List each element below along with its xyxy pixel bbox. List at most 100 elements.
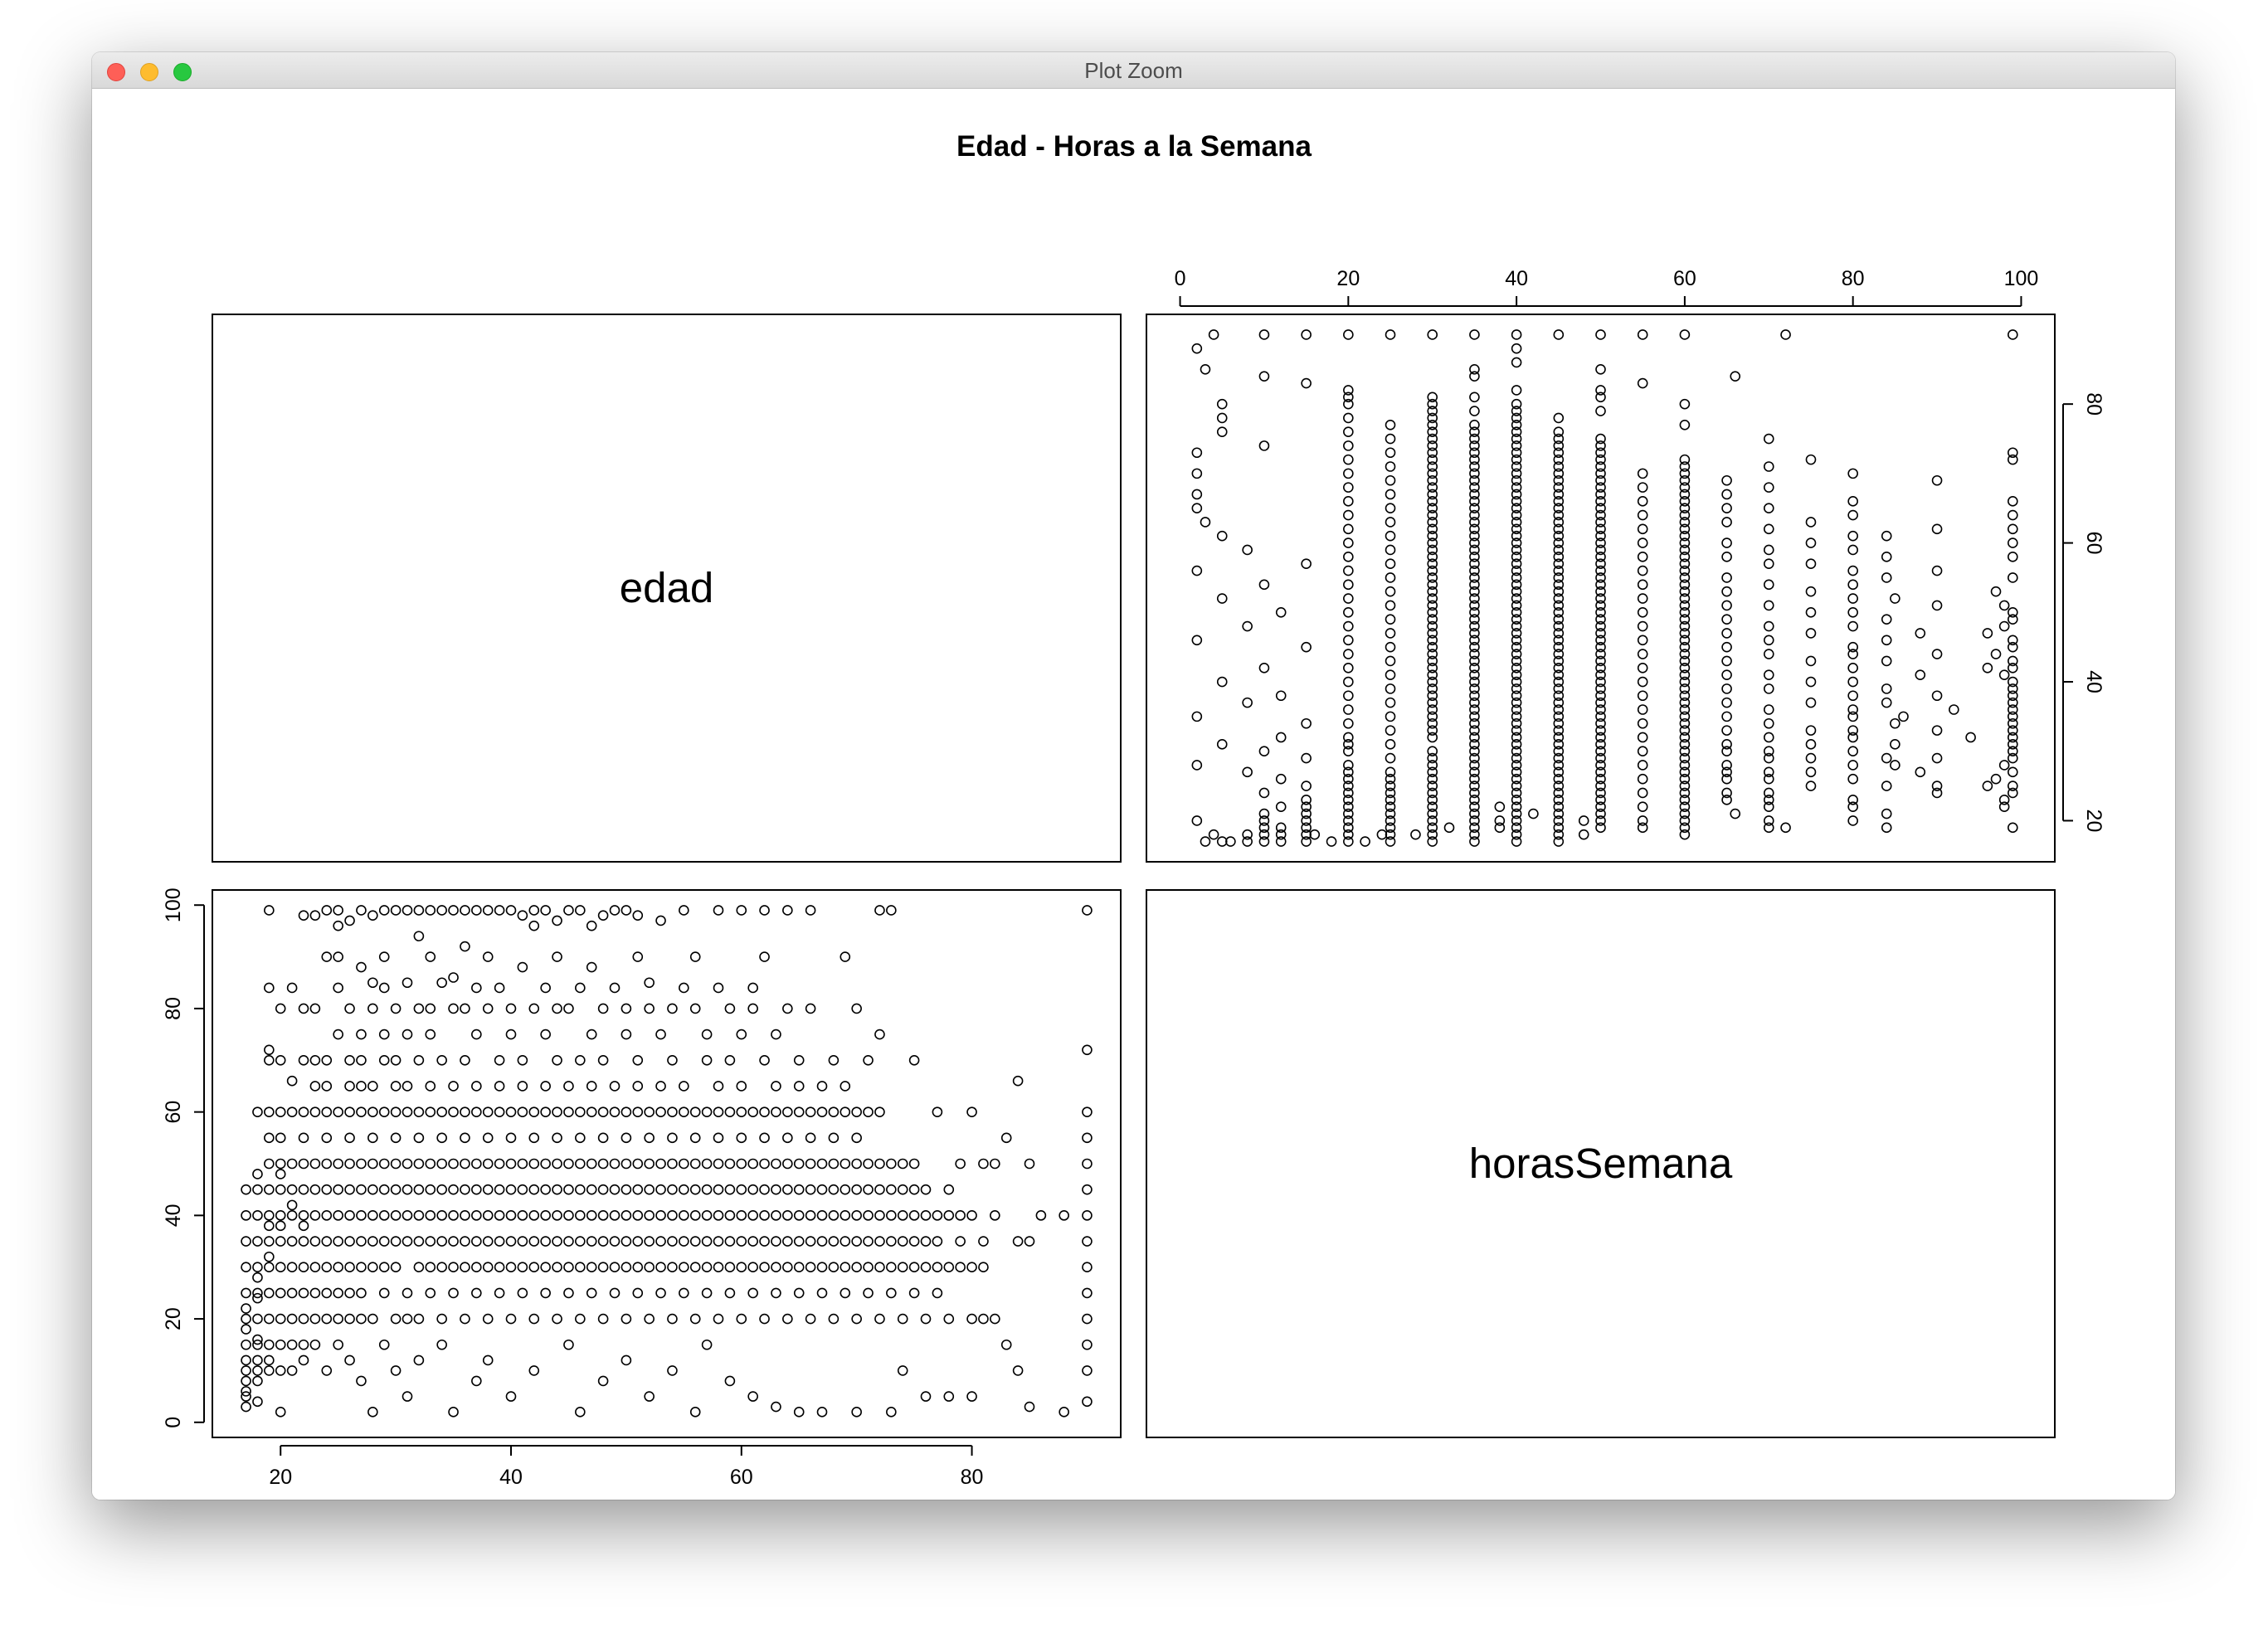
data-point	[609, 982, 621, 994]
data-point	[724, 1184, 736, 1195]
data-point	[724, 1210, 736, 1221]
data-point	[667, 1262, 678, 1273]
data-point	[517, 1081, 528, 1092]
data-point	[1469, 364, 1480, 375]
data-point	[644, 977, 655, 989]
data-point	[1343, 739, 1354, 750]
data-point	[1511, 426, 1522, 437]
data-point	[1881, 781, 1892, 791]
data-point	[1427, 565, 1438, 576]
data-point	[1637, 509, 1648, 521]
zoom-window-button[interactable]	[173, 63, 192, 81]
data-point	[298, 1158, 309, 1170]
data-point	[1427, 614, 1438, 625]
data-point	[333, 1158, 343, 1170]
data-point	[1990, 586, 2002, 597]
data-point	[1553, 641, 1565, 653]
data-point	[1326, 836, 1337, 847]
data-point	[333, 1287, 343, 1299]
data-point	[1595, 801, 1606, 812]
data-point	[344, 915, 355, 926]
data-point	[344, 1354, 355, 1366]
data-point	[367, 1262, 378, 1273]
data-point	[1427, 766, 1438, 778]
data-point	[436, 1262, 447, 1273]
data-point	[413, 1210, 425, 1221]
data-point	[2008, 781, 2018, 791]
data-point	[1343, 398, 1354, 410]
data-point	[436, 905, 447, 916]
data-point	[1637, 815, 1648, 826]
data-point	[1847, 530, 1858, 542]
data-point	[747, 1391, 758, 1402]
data-point	[1553, 795, 1565, 805]
data-point	[701, 1029, 713, 1040]
data-point	[425, 1184, 436, 1195]
data-point	[425, 1287, 436, 1299]
data-point	[517, 1262, 528, 1273]
data-point	[701, 1236, 713, 1247]
data-point	[747, 1210, 758, 1221]
close-window-button[interactable]	[107, 63, 125, 81]
data-point	[494, 1210, 505, 1221]
data-point	[1721, 711, 1732, 722]
data-point	[1679, 662, 1691, 674]
minimize-window-button[interactable]	[140, 63, 158, 81]
data-point	[252, 1365, 263, 1376]
data-point	[1469, 600, 1480, 611]
data-point	[679, 1081, 689, 1092]
data-point	[1469, 655, 1480, 667]
data-point	[321, 1313, 333, 1325]
data-point	[1637, 329, 1648, 340]
data-point	[1763, 669, 1774, 680]
data-point	[816, 1287, 828, 1299]
data-point	[782, 1003, 793, 1014]
data-point	[1469, 406, 1480, 416]
data-point	[1637, 482, 1648, 493]
data-point	[747, 1158, 758, 1170]
data-point	[1998, 669, 2010, 680]
data-point	[1553, 565, 1565, 576]
data-point	[286, 1287, 298, 1299]
data-point	[2008, 509, 2018, 521]
data-point	[713, 1313, 724, 1325]
data-point	[1890, 593, 1901, 604]
data-point	[874, 1029, 885, 1040]
data-point	[1553, 801, 1565, 812]
data-point	[482, 1354, 494, 1366]
data-point	[1469, 815, 1480, 826]
data-point	[264, 1365, 275, 1376]
data-point	[1847, 760, 1858, 771]
data-point	[805, 1132, 816, 1144]
data-point	[1763, 822, 1774, 834]
data-point	[1427, 606, 1438, 618]
data-point	[1511, 406, 1522, 416]
data-point	[390, 1003, 402, 1014]
data-point	[689, 1158, 701, 1170]
data-point	[367, 1132, 378, 1144]
data-point	[413, 905, 425, 916]
data-point	[1763, 704, 1774, 715]
data-point	[540, 1287, 551, 1299]
data-point	[1595, 781, 1606, 791]
data-point	[460, 1054, 470, 1066]
data-point	[1343, 746, 1354, 757]
data-point	[1881, 822, 1892, 834]
data-point	[874, 1262, 885, 1273]
data-point	[264, 1106, 275, 1117]
data-point	[1469, 579, 1480, 591]
data-point	[1679, 530, 1691, 542]
data-point	[275, 1054, 286, 1066]
data-point	[1258, 829, 1270, 840]
data-point	[1301, 781, 1312, 791]
data-point	[1595, 766, 1606, 778]
data-point	[1553, 711, 1565, 722]
data-point	[563, 1184, 574, 1195]
data-point	[1595, 523, 1606, 535]
data-point	[448, 1210, 459, 1221]
data-point	[689, 1106, 701, 1117]
data-point	[1679, 641, 1691, 653]
data-point	[275, 1236, 286, 1247]
data-point	[1216, 739, 1228, 750]
data-point	[586, 1236, 597, 1247]
